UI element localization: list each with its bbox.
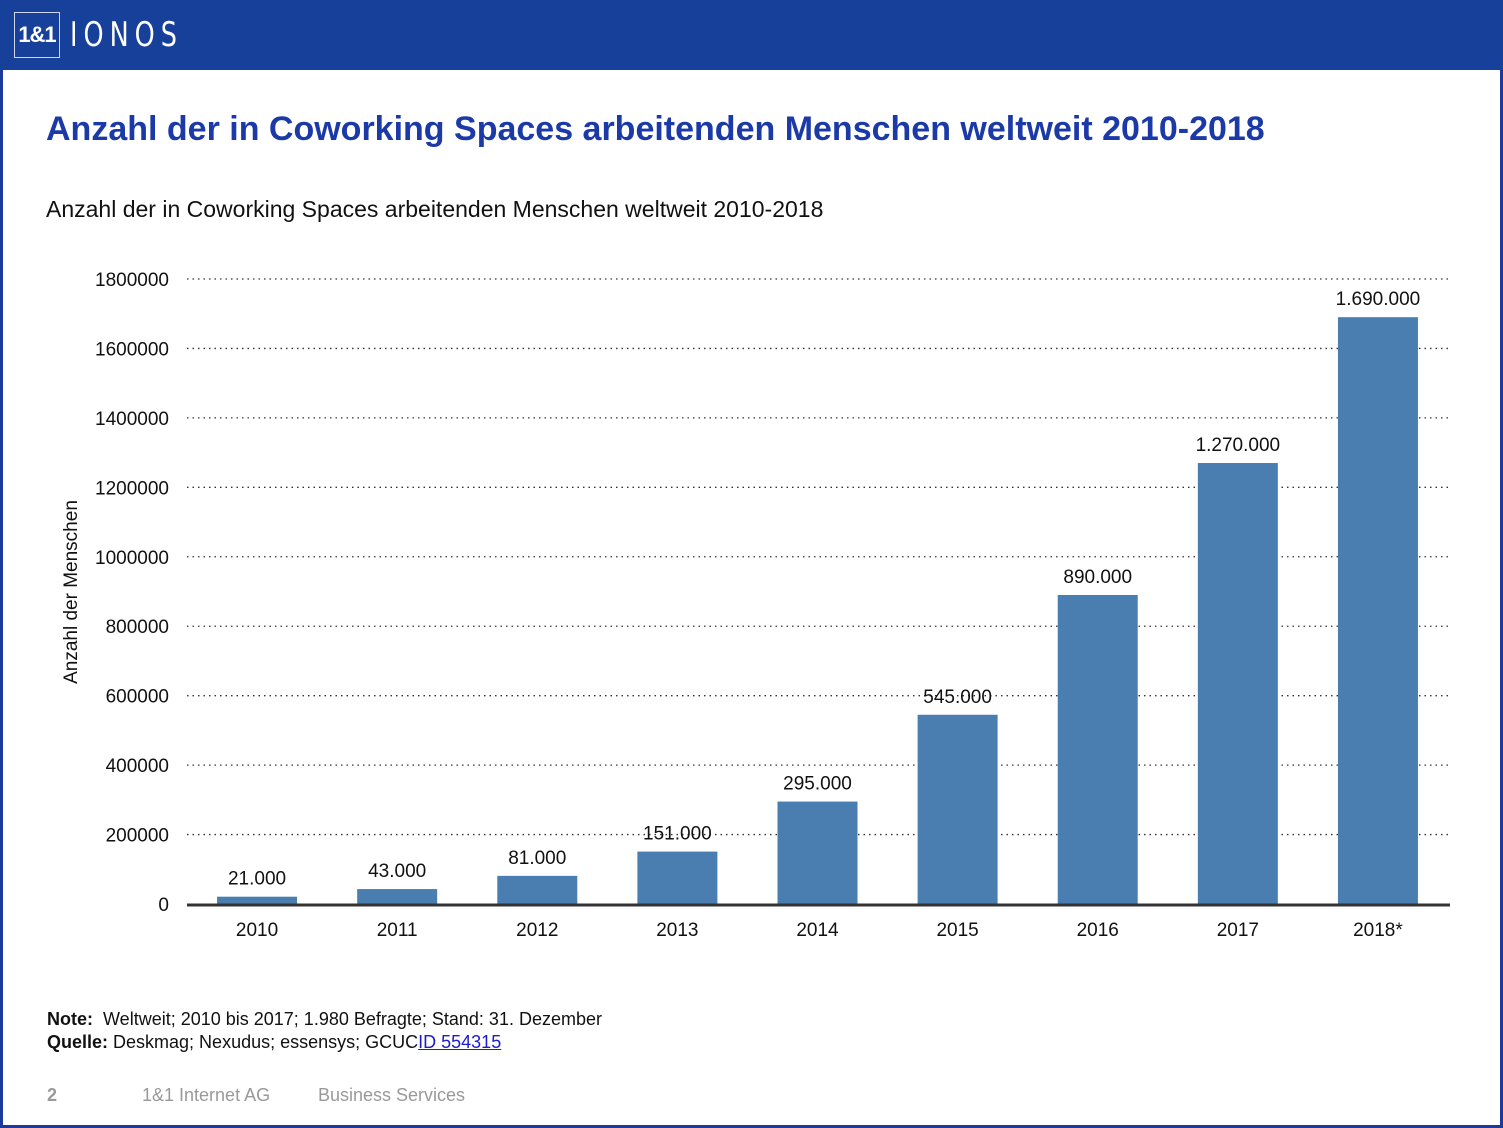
x-tick-label: 2011 (377, 920, 418, 941)
bar-chart: 0 200000 400000 600000 800000 1000000 1200000 1… (61, 270, 1450, 941)
source-text: Deskmag; Nexudus; essensys; GCUC (113, 1032, 419, 1052)
x-tick-label: 2012 (516, 920, 558, 941)
x-tick-label: 2014 (796, 920, 839, 941)
data-label: 21.000 (228, 869, 286, 890)
y-tick-label: 1400000 (95, 409, 169, 430)
y-tick-label: 400000 (106, 756, 169, 777)
y-tick-label: 1000000 (95, 548, 169, 569)
notes: Note: Weltweit; 2010 bis 2017; 1.980 Bef… (47, 1008, 602, 1054)
bar-2014 (777, 801, 858, 904)
header-bar: 1&1 IONOS (0, 0, 1503, 70)
page-title: Anzahl der in Coworking Spaces arbeitend… (46, 110, 1265, 148)
y-tick-label: 800000 (106, 617, 169, 638)
logo-text: IONOS (70, 15, 183, 55)
y-tick-label: 600000 (106, 687, 169, 708)
note-text: Weltweit; 2010 bis 2017; 1.980 Befragte;… (103, 1009, 602, 1029)
bar-2017 (1197, 463, 1278, 904)
y-tick-label: 1600000 (95, 339, 169, 360)
bar-2011 (357, 889, 438, 904)
x-tick-label: 2017 (1217, 920, 1259, 941)
source-line: Quelle: Deskmag; Nexudus; essensys; GCUC… (47, 1031, 602, 1054)
footer-company: 1&1 Internet AG (142, 1085, 271, 1105)
x-tick-label: 2013 (656, 920, 698, 941)
y-tick-label: 200000 (106, 826, 169, 847)
x-tick-label: 2018* (1353, 920, 1403, 941)
y-tick-label: 1800000 (95, 270, 169, 291)
bar-2013 (637, 851, 718, 904)
x-tick-label: 2010 (236, 920, 278, 941)
note-line: Note: Weltweit; 2010 bis 2017; 1.980 Bef… (47, 1008, 602, 1031)
y-tick-label: 0 (158, 895, 169, 916)
bar-2015 (917, 714, 998, 904)
y-axis-label: Anzahl der Menschen (61, 500, 82, 684)
bar-2012 (497, 875, 578, 904)
note-label: Note: (47, 1009, 93, 1029)
source-link[interactable]: ID 554315 (418, 1032, 502, 1052)
bar-2010 (217, 896, 298, 904)
data-label: 890.000 (1063, 567, 1132, 588)
x-tick-label: 2016 (1077, 920, 1119, 941)
footer-division: Business Services (318, 1085, 466, 1105)
bar-2018* (1337, 317, 1418, 904)
y-tick-label: 1200000 (95, 478, 169, 499)
x-tick-label: 2015 (936, 920, 978, 941)
data-label: 43.000 (368, 861, 426, 882)
chart-title: Anzahl der in Coworking Spaces arbeitend… (46, 196, 824, 222)
data-label: 1.270.000 (1196, 435, 1281, 456)
bar-2016 (1057, 594, 1138, 904)
data-label: 81.000 (508, 848, 566, 869)
logo-mark: 1&1 (14, 12, 60, 58)
data-label: 295.000 (783, 774, 852, 795)
data-label: 1.690.000 (1336, 289, 1421, 310)
source-label: Quelle: (47, 1032, 109, 1052)
data-label: 151.000 (643, 824, 712, 845)
page-number: 2 (47, 1085, 58, 1105)
data-label: 545.000 (923, 687, 992, 708)
